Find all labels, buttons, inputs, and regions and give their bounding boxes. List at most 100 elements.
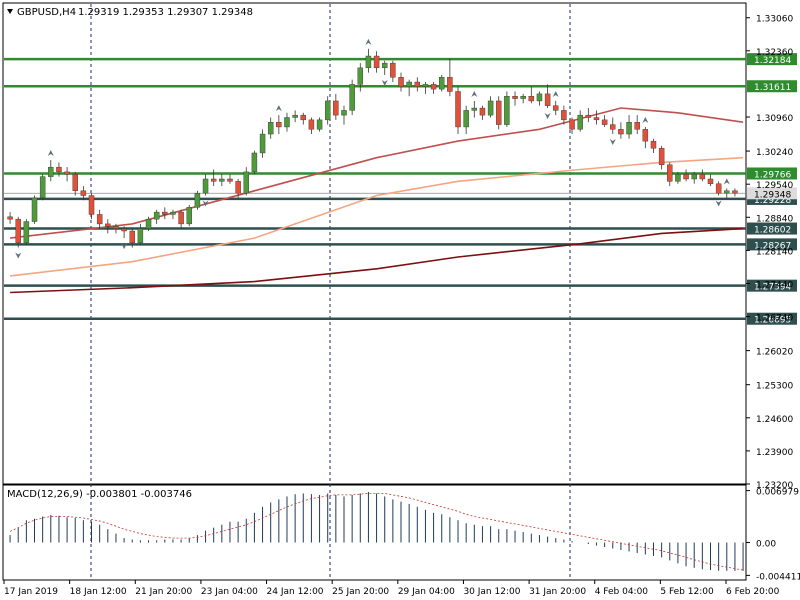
- fractal-down-marker: [715, 200, 722, 207]
- candle-body: [113, 226, 119, 229]
- candle-body: [691, 174, 697, 180]
- candle-body: [96, 214, 103, 225]
- candle-body: [683, 174, 689, 180]
- candle-body: [528, 96, 535, 102]
- moving-average-line: [10, 156, 744, 277]
- candle-body: [80, 190, 87, 196]
- time-tick-label: 24 Jan 12:00: [267, 587, 324, 597]
- candle-body: [365, 55, 372, 69]
- candle-body: [618, 129, 624, 135]
- level-tag: [747, 279, 797, 292]
- level-label: 1.27394: [754, 283, 791, 293]
- candle-body: [398, 77, 404, 87]
- level-label: 1.28602: [754, 226, 791, 236]
- candle-body: [170, 211, 176, 215]
- candle-body: [610, 124, 616, 130]
- candle-body: [333, 100, 339, 116]
- time-axis: 17 Jan 2019 18 Jan 12:00 21 Jan 20:00 23 Ja…: [3, 580, 780, 597]
- candle-body: [316, 119, 323, 130]
- fractal-up-marker: [275, 105, 282, 112]
- fractal-up-marker: [365, 38, 372, 45]
- candle-body: [243, 171, 249, 194]
- macd-signal-line: [9, 493, 744, 571]
- candle-body: [145, 218, 152, 229]
- time-tick-label: 6 Feb 20:00: [726, 587, 780, 597]
- candle-body: [447, 77, 453, 92]
- fractal-up-marker: [642, 116, 649, 123]
- level-tag: [747, 80, 797, 93]
- level-label: 1.29766: [754, 170, 791, 180]
- fractal-up-marker: [552, 90, 559, 97]
- candle-body: [544, 93, 551, 106]
- candle-body: [227, 178, 233, 182]
- candle-body: [210, 178, 217, 182]
- candle-body: [496, 100, 502, 125]
- candle-body: [390, 62, 396, 78]
- level-label: 1.26695: [754, 316, 791, 326]
- macd-pane-frame: [2, 484, 747, 581]
- fractal-down-marker: [15, 252, 22, 259]
- current-price-label: 1.29348: [754, 190, 791, 200]
- time-tick-label: 4 Feb 04:00: [595, 587, 649, 597]
- macd-histogram: [9, 491, 744, 571]
- candle-body: [88, 195, 95, 215]
- time-tick-label: 29 Jan 04:00: [398, 587, 455, 597]
- candle-body: [642, 129, 649, 142]
- candle-body: [373, 55, 380, 69]
- candle-body: [162, 211, 168, 215]
- candle-body: [634, 122, 640, 130]
- candle-body: [300, 114, 306, 121]
- candle-body: [381, 62, 388, 69]
- price-tick-label: 1.25300: [756, 382, 793, 392]
- candle-body: [520, 96, 526, 99]
- chevron-down-icon[interactable]: [7, 9, 13, 14]
- candle-body: [129, 230, 135, 244]
- candle-body: [235, 181, 241, 194]
- candle-body: [487, 100, 494, 116]
- level-tag: [747, 167, 797, 180]
- candle-body: [219, 178, 225, 182]
- price-tick-label: 1.24600: [756, 415, 793, 425]
- levels-layer: 1.32184 1.31611 1.29766 1.29228 1.28602 1.282…: [4, 53, 797, 326]
- candle-body: [31, 197, 38, 222]
- candle-body: [64, 171, 70, 175]
- level-label: 1.31611: [754, 83, 791, 93]
- candle-body: [650, 140, 657, 149]
- candle-body: [585, 114, 592, 118]
- price-tick-label: 1.30960: [756, 114, 793, 124]
- price-tick-label: 1.23900: [756, 448, 793, 458]
- candle-body: [430, 84, 437, 90]
- macd-tick-label: 0.006979: [756, 488, 799, 498]
- candle-body: [284, 117, 290, 128]
- candle-body: [675, 174, 681, 182]
- candle-body: [479, 107, 486, 116]
- fractal-down-marker: [202, 200, 209, 207]
- price-tick-label: 1.26020: [756, 348, 793, 358]
- fractal-down-marker: [609, 139, 616, 146]
- candle-body: [308, 119, 315, 130]
- price-tick-label: 1.29540: [756, 181, 793, 191]
- price-tick-label: 1.32360: [756, 48, 793, 58]
- candle-body: [724, 190, 730, 194]
- candle-body: [267, 122, 274, 135]
- candle-body: [715, 183, 722, 194]
- macd-label: MACD(12,26,9) -0.003801 -0.003746: [7, 489, 192, 500]
- candle-body: [504, 96, 510, 125]
- candle-body: [577, 114, 583, 130]
- candle-body: [569, 119, 575, 130]
- fractal-down-marker: [381, 79, 388, 86]
- candle-body: [349, 84, 355, 111]
- level-tag: [747, 238, 797, 251]
- time-tick-label: 21 Jan 20:00: [135, 587, 192, 597]
- candle-body: [707, 178, 714, 184]
- candle-body: [561, 110, 567, 121]
- candle-body: [626, 122, 632, 135]
- moving-average-line: [10, 227, 744, 294]
- time-tick-label: 5 Feb 12:00: [660, 587, 714, 597]
- price-tick-label: 1.23200: [756, 481, 793, 491]
- level-label: 1.28267: [754, 241, 791, 251]
- current-price-tag: [747, 187, 797, 200]
- candle-body: [15, 218, 21, 244]
- candle-body: [202, 178, 209, 194]
